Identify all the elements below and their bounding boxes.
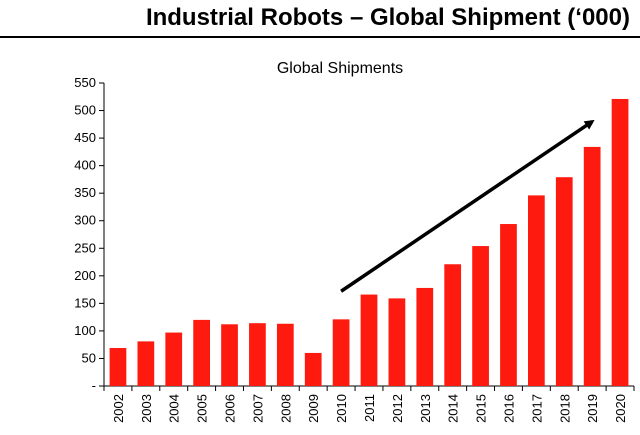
bar-2012 xyxy=(388,298,406,386)
y-tick-label: 550 xyxy=(74,75,96,90)
bar-2016 xyxy=(500,224,517,386)
trend-annotation xyxy=(340,119,595,293)
x-tick-label: 2007 xyxy=(250,394,265,423)
bar-2005 xyxy=(193,319,210,386)
x-tick-label: 2006 xyxy=(223,394,238,423)
bar-2013 xyxy=(416,287,434,386)
bar-2006 xyxy=(221,324,238,386)
page-title: Industrial Robots – Global Shipment (‘00… xyxy=(145,4,630,31)
x-tick-label: 2010 xyxy=(334,394,349,423)
y-tick-label: 250 xyxy=(74,240,96,255)
bar-2009 xyxy=(304,352,322,386)
x-tick-label: 2009 xyxy=(306,394,321,423)
bar-2020 xyxy=(611,98,629,386)
x-tick-label: 2019 xyxy=(585,394,600,423)
bar-2019 xyxy=(583,146,601,386)
bar-2018 xyxy=(555,177,573,386)
x-tick-label: 2012 xyxy=(390,394,405,423)
x-tick-label: 2008 xyxy=(278,394,293,423)
x-tick-label: 2015 xyxy=(474,394,489,423)
x-tick-label: 2003 xyxy=(139,394,154,423)
bar-2002 xyxy=(109,347,127,386)
y-tick-label: 450 xyxy=(74,130,96,145)
y-tick-label: 350 xyxy=(74,185,96,200)
y-tick-label: 200 xyxy=(74,268,96,283)
x-tick-label: 2004 xyxy=(167,394,182,423)
x-tick-label: 2016 xyxy=(501,394,516,423)
x-axis: 2002 2003 2004 2005 2006 2007 2008 2009 2010 2011… xyxy=(103,385,635,423)
x-tick-label: 2018 xyxy=(557,394,572,423)
bar-2015 xyxy=(472,246,489,386)
bar-2003 xyxy=(137,341,155,386)
y-axis: - 50 100 150 200 250 300 350 400 450 500 550 xyxy=(74,75,105,393)
bars xyxy=(109,98,629,386)
x-tick-label: 2014 xyxy=(446,394,461,423)
y-tick-label: 500 xyxy=(74,103,96,118)
x-tick-label: 2005 xyxy=(195,394,210,423)
bar-2010 xyxy=(332,319,350,386)
x-tick-label: 2002 xyxy=(111,394,126,423)
chart-title: Global Shipments xyxy=(276,60,404,77)
x-tick-label: 2017 xyxy=(529,394,544,423)
title-divider xyxy=(0,36,640,38)
y-tick-label: 150 xyxy=(74,295,96,310)
y-tick-label: - xyxy=(92,378,96,393)
y-tick-label: 300 xyxy=(74,213,96,228)
bar-2011 xyxy=(360,294,378,386)
x-tick-label: 2020 xyxy=(613,394,628,423)
bar-2017 xyxy=(528,195,545,386)
y-tick-label: 400 xyxy=(74,158,96,173)
trend-arrow xyxy=(340,119,595,293)
bar-2014 xyxy=(444,264,462,386)
x-tick-label: 2011 xyxy=(362,394,377,422)
x-tick-label: 2013 xyxy=(418,394,433,423)
y-tick-label: 100 xyxy=(74,323,96,338)
bar-2007 xyxy=(249,323,266,386)
bar-2004 xyxy=(165,332,183,386)
y-tick-label: 50 xyxy=(82,350,96,365)
bar-2008 xyxy=(276,323,294,386)
